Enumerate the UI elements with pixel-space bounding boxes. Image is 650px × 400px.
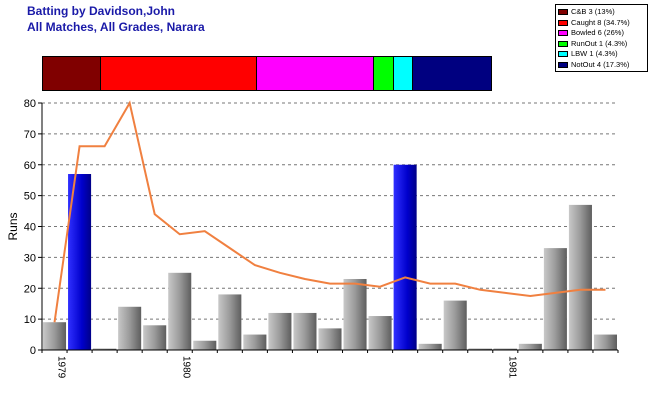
dismissal-bar	[42, 56, 492, 91]
y-axis-label: Runs	[6, 212, 20, 240]
innings-bar	[243, 334, 267, 350]
innings-bar	[518, 343, 542, 350]
innings-bar	[218, 294, 242, 350]
y-tick-label: 60	[24, 160, 36, 172]
legend-item: Bowled 6 (26%)	[558, 28, 624, 37]
innings-bar	[168, 272, 192, 350]
dismissal-segment-runout	[374, 57, 394, 90]
chart-title: Batting by Davidson,John	[27, 4, 176, 18]
y-tick-label: 70	[24, 129, 36, 141]
legend-label: Caught 8 (34.7%)	[571, 17, 630, 27]
legend-item: Caught 8 (34.7%)	[558, 18, 630, 27]
y-tick-label: 80	[24, 98, 36, 110]
legend-swatch	[558, 9, 568, 16]
legend-label: Bowled 6 (26%)	[571, 28, 624, 37]
y-tick-label: 30	[24, 252, 36, 264]
y-tick-label: 0	[30, 345, 36, 357]
innings-bar	[393, 164, 417, 350]
innings-bar	[293, 312, 317, 350]
legend-label: NotOut 4 (17.3%)	[571, 59, 630, 69]
season-label: 1980	[181, 356, 192, 379]
innings-bar	[43, 322, 67, 350]
legend-label: RunOut 1 (4.3%)	[571, 38, 628, 48]
legend-swatch	[558, 30, 568, 37]
legend-label: C&B 3 (13%)	[571, 7, 615, 16]
average-line	[53, 100, 606, 323]
innings-bar	[343, 278, 367, 350]
innings-bar	[193, 340, 217, 350]
innings-bar	[318, 328, 342, 350]
innings-bar	[143, 325, 167, 350]
innings-bar	[543, 248, 567, 350]
season-label: 1979	[56, 356, 67, 379]
legend-item: LBW 1 (4.3%)	[558, 49, 618, 58]
season-label: 1981	[506, 356, 517, 379]
legend: C&B 3 (13%) Caught 8 (34.7%) Bowled 6 (26%…	[555, 4, 648, 72]
innings-bar	[443, 300, 467, 350]
innings-bar	[593, 334, 617, 350]
legend-swatch	[558, 19, 568, 26]
innings-bar	[368, 316, 392, 350]
legend-item: RunOut 1 (4.3%)	[558, 39, 627, 48]
dismissal-segment-caught	[101, 57, 258, 90]
innings-bar	[568, 204, 592, 350]
legend-swatch	[558, 61, 568, 68]
legend-label: LBW 1 (4.3%)	[571, 49, 618, 58]
y-tick-label: 40	[24, 222, 36, 234]
dismissal-segment-bowled	[257, 57, 375, 90]
innings-bar	[268, 312, 292, 350]
innings-bar	[418, 343, 442, 350]
y-tick-label: 20	[24, 283, 36, 295]
legend-swatch	[558, 51, 568, 58]
dismissal-segment-notout	[413, 57, 491, 90]
dismissal-segment-c&b	[43, 57, 102, 90]
chart-subtitle: All Matches, All Grades, Narara	[27, 20, 205, 34]
legend-swatch	[558, 40, 568, 47]
innings-bar	[118, 306, 142, 350]
y-tick-label: 50	[24, 191, 36, 203]
innings-bar	[68, 174, 92, 350]
dismissal-segment-lbw	[393, 57, 414, 90]
legend-item: C&B 3 (13%)	[558, 7, 615, 16]
legend-item: NotOut 4 (17.3%)	[558, 60, 629, 69]
y-tick-label: 10	[24, 314, 36, 326]
